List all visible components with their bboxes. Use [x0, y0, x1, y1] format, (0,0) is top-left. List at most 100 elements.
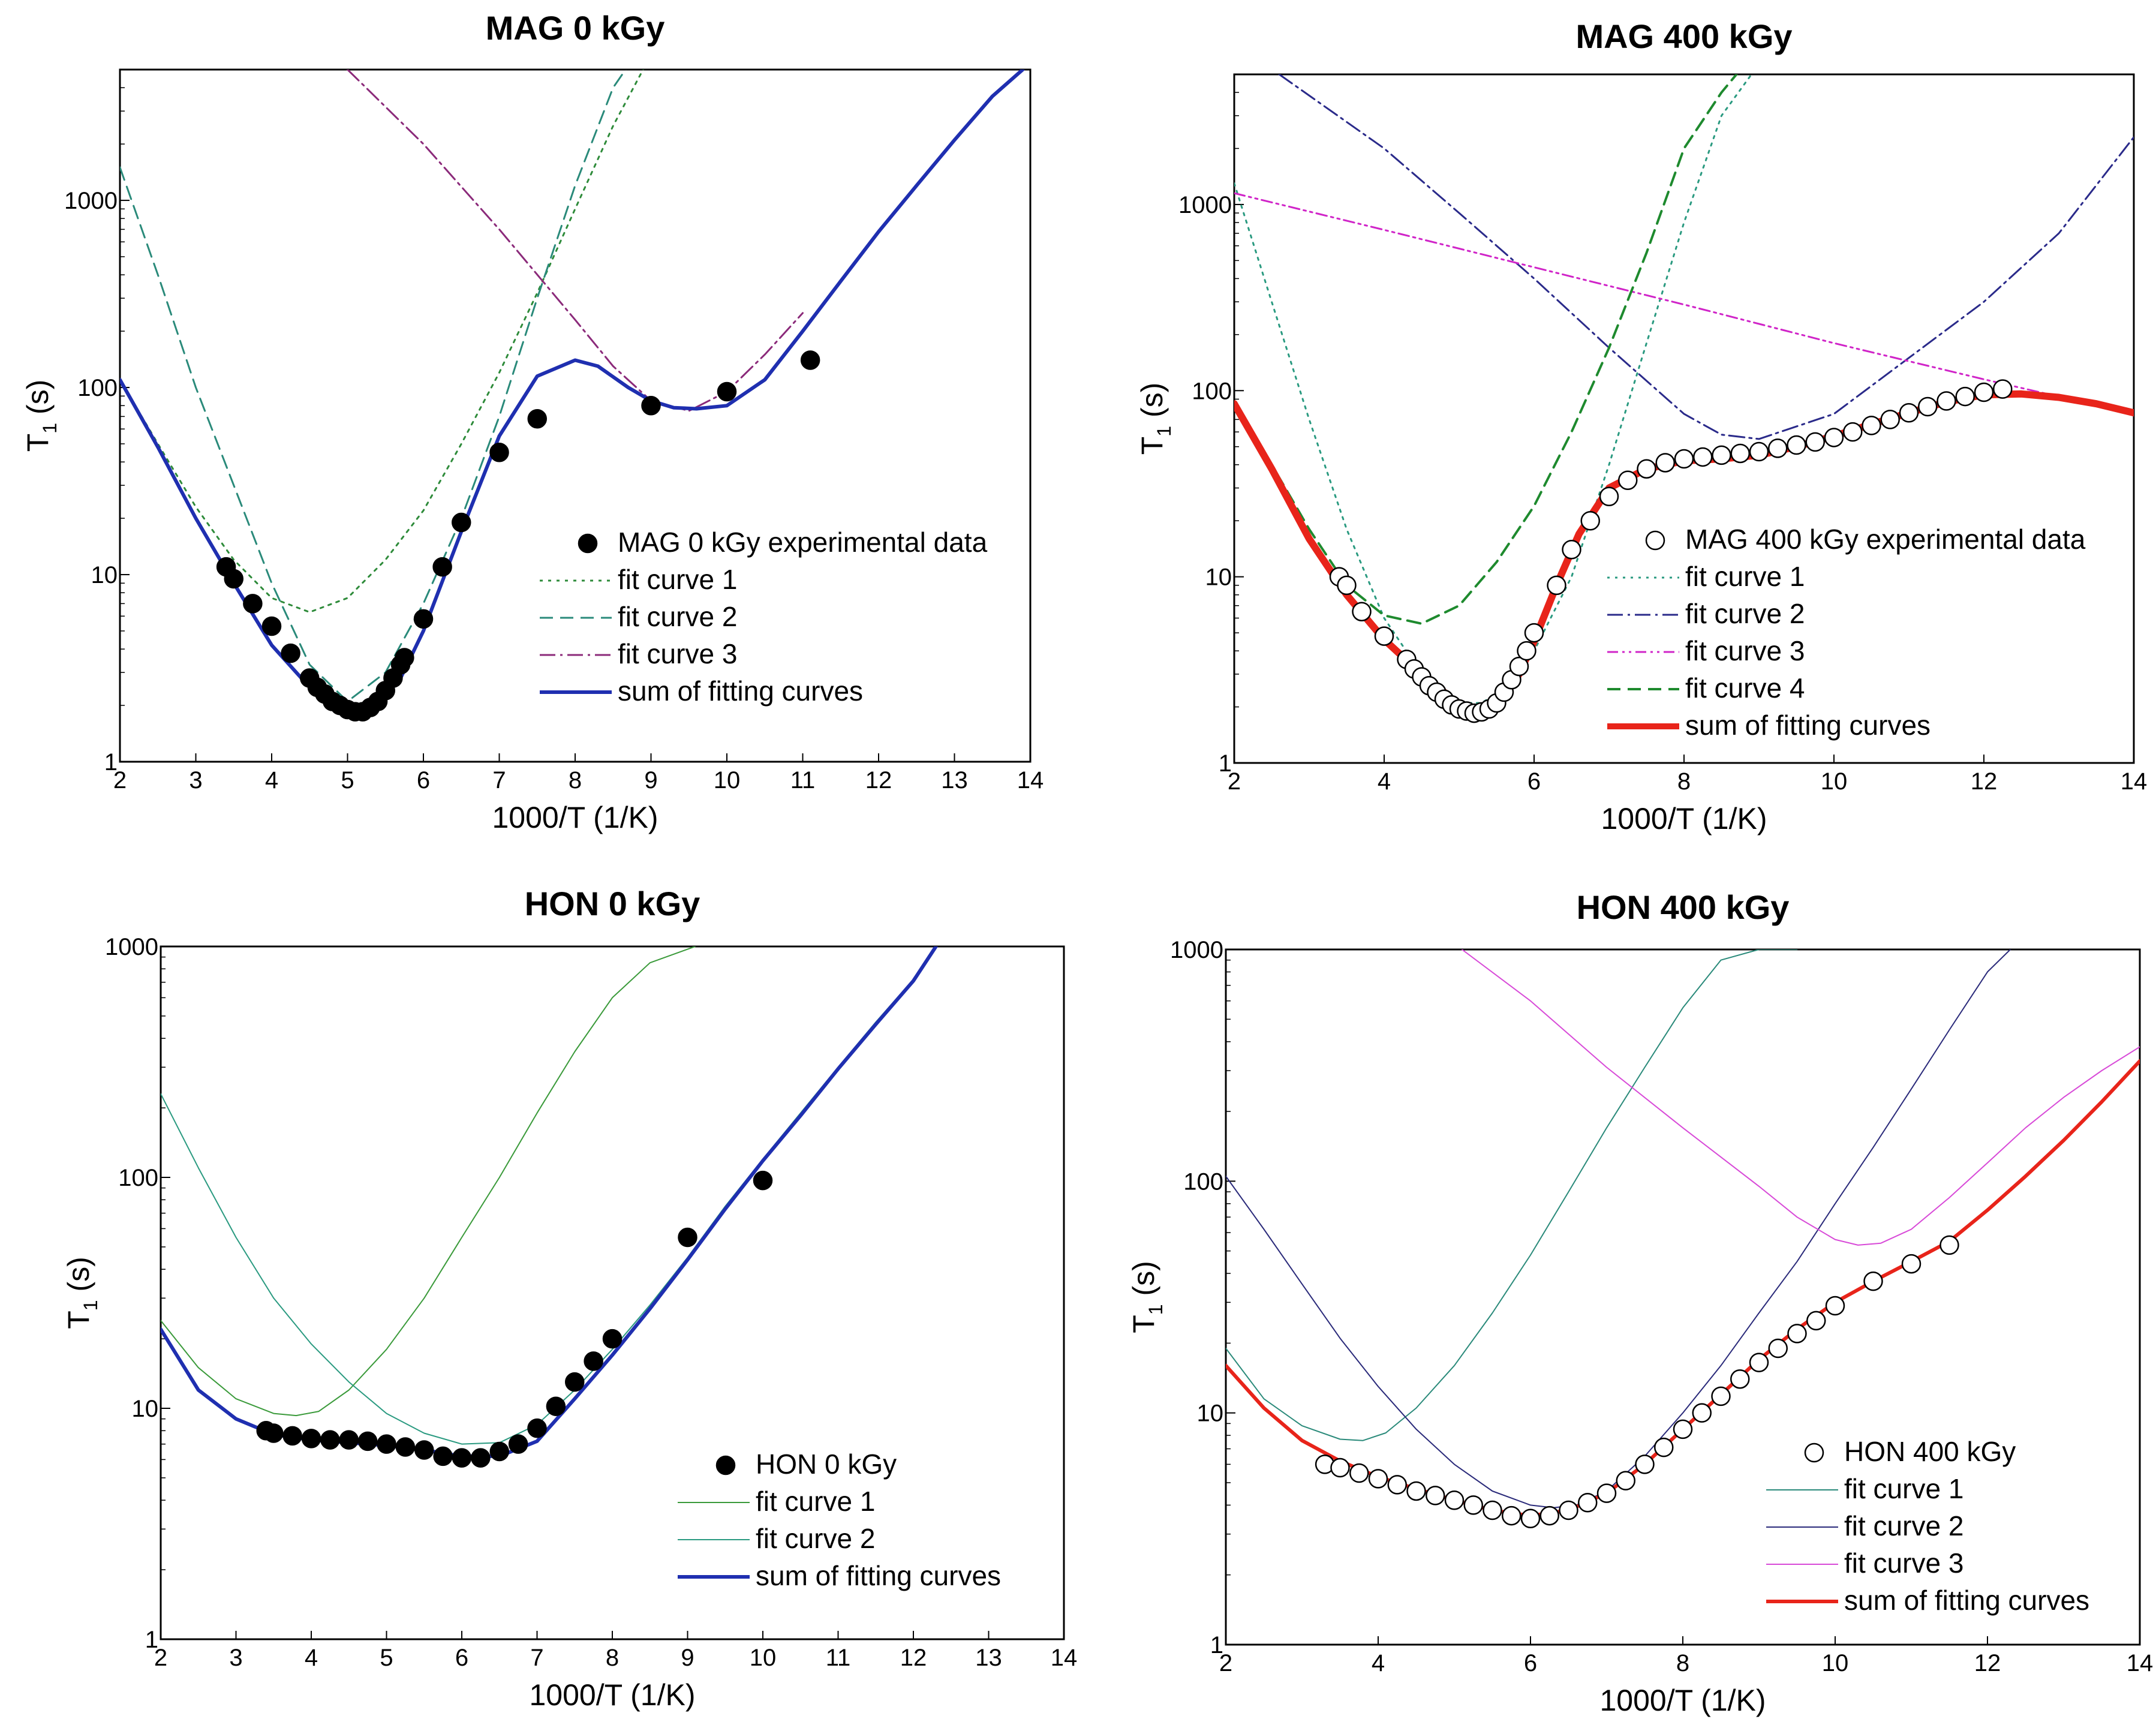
legend-marker	[715, 1455, 736, 1475]
data-point	[452, 1448, 472, 1468]
legend-label: sum of fitting curves	[1844, 1585, 2089, 1616]
data-point	[1509, 656, 1529, 677]
series-line-fit-curve-1	[1226, 949, 1798, 1441]
data-point	[1368, 1469, 1388, 1489]
data-point	[1693, 447, 1713, 467]
data-point	[1337, 575, 1357, 596]
legend-label: fit curve 1	[756, 1486, 875, 1517]
x-tick-label: 2	[1228, 768, 1241, 795]
data-point	[1730, 1369, 1750, 1389]
data-point	[1635, 1454, 1655, 1474]
series-line-fit-curve-2	[120, 70, 627, 702]
data-point	[1444, 1490, 1465, 1510]
data-point	[1901, 1254, 1922, 1274]
plot-area	[161, 946, 938, 1468]
data-point	[1618, 470, 1638, 490]
plot-frame	[1225, 948, 2141, 1646]
x-tick-label: 9	[681, 1645, 694, 1671]
x-tick-label: 10	[714, 767, 741, 794]
chart-title: MAG 0 kGy	[486, 9, 665, 47]
x-tick-label: 10	[1821, 768, 1848, 795]
data-point	[1806, 1311, 1826, 1331]
data-point	[320, 1430, 340, 1450]
data-point	[1524, 623, 1544, 643]
y-tick-label: 1	[1219, 750, 1232, 777]
data-point	[1387, 1475, 1407, 1495]
data-point	[678, 1227, 697, 1248]
x-tick-label: 13	[975, 1645, 1002, 1671]
data-point	[1426, 1486, 1445, 1505]
y-tick-label: 100	[1192, 378, 1232, 404]
legend: MAG 400 kGy experimental data fit curve 1…	[1607, 524, 2086, 741]
y-axis-label-unit: (s)	[62, 1257, 95, 1300]
legend-label: fit curve 2	[1844, 1510, 1963, 1541]
data-point	[1768, 438, 1788, 458]
data-point	[1749, 441, 1769, 462]
x-tick-label: 2	[113, 767, 127, 794]
series-line-fit-curve-2	[1278, 74, 2134, 440]
data-point	[1918, 396, 1938, 417]
legend-label: fit curve 2	[1685, 598, 1805, 629]
data-point	[527, 409, 547, 429]
legend-label: fit curve 2	[756, 1523, 875, 1554]
data-point	[1578, 1493, 1598, 1513]
x-tick-label: 8	[606, 1645, 619, 1671]
data-point	[1787, 1324, 1807, 1344]
legend-label: fit curve 3	[618, 638, 737, 669]
x-tick-label: 6	[417, 767, 430, 794]
y-tick-label: 1	[145, 1627, 158, 1653]
data-point	[1599, 486, 1619, 507]
data-point	[433, 1446, 453, 1466]
x-tick-label: 8	[1677, 768, 1691, 795]
data-point	[1862, 416, 1881, 435]
data-point	[1502, 1505, 1521, 1526]
chart-title: HON 0 kGy	[525, 885, 700, 922]
data-point	[546, 1396, 566, 1416]
x-tick-label: 14	[1051, 1645, 1078, 1671]
legend-marker	[1804, 1443, 1824, 1463]
series-line-fit-curve-4	[1234, 74, 1738, 625]
data-point	[1955, 386, 1975, 407]
data-point	[489, 1441, 509, 1462]
y-tick-label: 10	[1197, 1401, 1224, 1427]
legend: HON 400 kGy fit curve 1 fit curve 2 fit cur…	[1766, 1436, 2089, 1616]
data-point	[1749, 1353, 1769, 1372]
x-tick-label: 12	[1974, 1650, 2001, 1676]
y-axis-label-unit: (s)	[21, 380, 55, 423]
y-axis-label-subscript: 1	[39, 423, 61, 434]
data-point	[1730, 443, 1750, 464]
data-point	[1352, 602, 1372, 621]
data-point	[243, 594, 263, 614]
legend-label: MAG 0 kGy experimental data	[618, 527, 988, 558]
data-point	[1787, 435, 1806, 455]
y-tick-label: 100	[1183, 1168, 1223, 1195]
x-tick-label: 7	[492, 767, 506, 794]
y-axis-label-subscript: 1	[1153, 426, 1175, 437]
data-point	[1824, 428, 1844, 447]
data-point	[1349, 1463, 1369, 1483]
data-point	[1974, 382, 1994, 402]
data-point	[395, 1437, 416, 1457]
series-line-sum-of-fitting-curves	[120, 70, 1025, 716]
series-line-fit-curve-1	[1234, 74, 1752, 704]
legend-label: fit curve 1	[1685, 561, 1805, 592]
y-tick-label: 100	[77, 375, 118, 401]
data-point	[1880, 410, 1900, 429]
x-axis-label: 1000/T (1/K)	[1601, 802, 1767, 836]
data-point	[357, 1431, 378, 1451]
y-axis-label-main: T	[21, 434, 55, 452]
data-point	[1406, 1481, 1426, 1501]
data-point	[432, 557, 452, 577]
data-point	[261, 616, 282, 636]
data-point	[301, 1429, 321, 1448]
series-line-fit-curve-2	[1226, 949, 2011, 1508]
y-tick-label: 10	[132, 1396, 159, 1422]
y-axis-label-subscript: 1	[1145, 1304, 1166, 1315]
legend-marker	[1645, 530, 1665, 551]
x-tick-label: 9	[644, 767, 657, 794]
data-point	[1692, 1403, 1712, 1423]
data-point	[641, 396, 661, 416]
legend-label: fit curve 2	[618, 601, 737, 632]
data-point	[1940, 1235, 1959, 1255]
